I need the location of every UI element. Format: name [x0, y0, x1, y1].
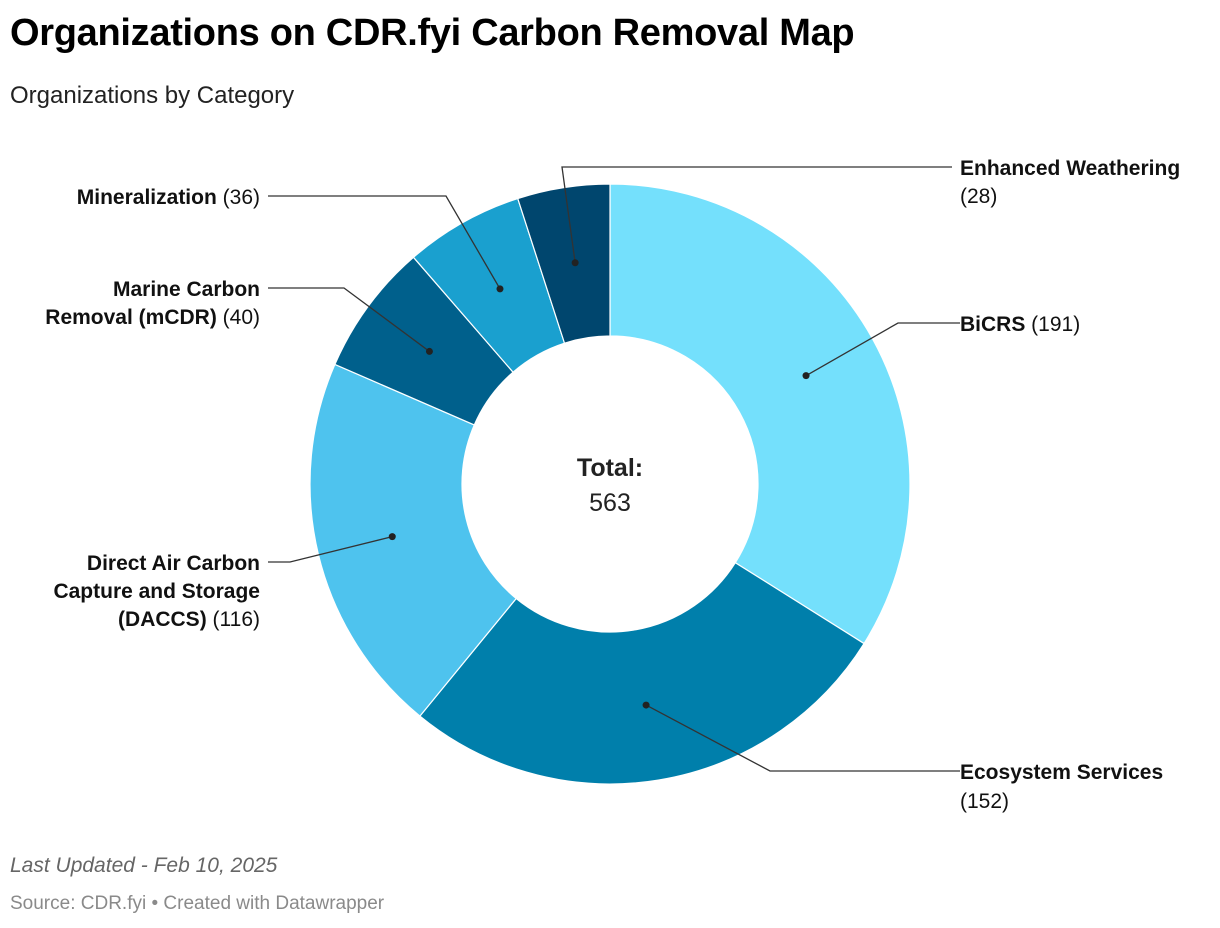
slice-enhanced-weathering[interactable]	[517, 183, 611, 344]
label-enhanced-weathering: Enhanced Weathering (28)	[960, 157, 1180, 208]
center-value: 563	[589, 489, 631, 517]
leader-line-direct-air-carbon-capture-and-storage-daccs	[268, 535, 393, 563]
leader-line-marine-carbon-removal-mcdr	[268, 287, 430, 352]
leader-dot-direct-air-carbon-capture-and-storage-daccs	[388, 533, 396, 541]
label-bicrs: BiCRS (191)	[960, 313, 1080, 336]
label-ecosystem-services: Ecosystem Services (152)	[960, 761, 1163, 813]
leader-line-mineralization	[268, 195, 501, 290]
donut-slices	[309, 183, 911, 785]
label-direct-air-carbon-capture-and-storage-daccs: Direct Air Carbon Capture and Storage (DAC…	[53, 552, 260, 631]
leader-line-enhanced-weathering	[561, 166, 952, 263]
leader-lines	[268, 166, 960, 772]
chart-subtitle: Organizations by Category	[10, 82, 295, 109]
leader-dot-mineralization	[496, 285, 504, 293]
leader-line-ecosystem-services	[645, 704, 960, 772]
leader-line-bicrs	[805, 322, 960, 377]
slice-bicrs[interactable]	[609, 183, 911, 645]
leader-dot-bicrs	[802, 372, 810, 380]
label-mineralization: Mineralization (36)	[77, 186, 260, 209]
leader-dot-ecosystem-services	[642, 701, 650, 709]
label-marine-carbon-removal-mcdr: Marine Carbon Removal (mCDR) (40)	[45, 278, 260, 329]
leader-dot-enhanced-weathering	[571, 259, 579, 267]
center-label: Total:	[577, 454, 643, 482]
source-footer: Source: CDR.fyi • Created with Datawrapp…	[10, 893, 385, 914]
leader-dot-marine-carbon-removal-mcdr	[425, 347, 433, 355]
slice-labels: BiCRS (191) Ecosystem Services (152) Direct…	[45, 157, 1180, 813]
last-updated-note: Last Updated - Feb 10, 2025	[10, 854, 278, 877]
chart-title: Organizations on CDR.fyi Carbon Removal …	[10, 12, 855, 54]
slice-ecosystem-services[interactable]	[419, 561, 865, 785]
slice-direct-air-carbon-capture-and-storage-daccs[interactable]	[309, 363, 518, 717]
